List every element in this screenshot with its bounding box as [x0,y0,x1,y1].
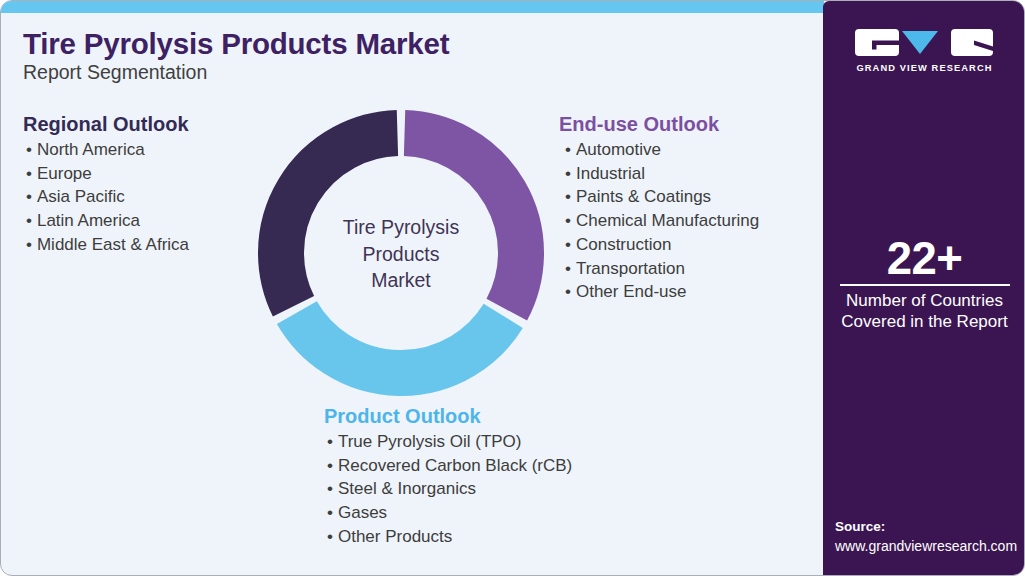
list-item-label: Other End-use [576,282,687,301]
list-item-label: Asia Pacific [37,187,125,206]
end-use-outlook-list: • Automotive • Industrial • Paints & Coatings… [559,138,759,304]
bullet-icon: • [327,527,333,546]
bullet-icon: • [565,187,571,206]
bullet-icon: • [565,235,571,254]
list-item-label: Steel & Inorganics [338,479,476,498]
bullet-icon: • [26,164,32,183]
list-item: • North America [26,138,189,162]
list-item: • Middle East & Africa [26,233,189,257]
list-item: • Other Products [327,525,572,549]
bullet-icon: • [565,140,571,159]
list-item-label: True Pyrolysis Oil (TPO) [338,432,522,451]
list-item: • Chemical Manufacturing [565,209,759,233]
list-item: • Transportation [565,257,759,281]
stat-block: 22+ Number of CountriesCovered in the Re… [823,235,1025,332]
list-item: • Gases [327,501,572,525]
bullet-icon: • [327,503,333,522]
bullet-icon: • [565,164,571,183]
list-item: • Asia Pacific [26,185,189,209]
bullet-icon: • [26,211,32,230]
list-item-label: Middle East & Africa [37,235,189,254]
list-item-label: Industrial [576,164,645,183]
list-item: • Europe [26,162,189,186]
stat-value: 22+ [823,235,1025,282]
list-item-label: North America [37,140,145,159]
brand-name: GRAND VIEW RESEARCH [856,63,992,73]
donut-center-label: Tire PyrolysisProductsMarket [311,214,491,294]
source-block: Source: www.grandviewresearch.com [835,519,1017,554]
list-item-label: Chemical Manufacturing [576,211,759,230]
bullet-icon: • [26,235,32,254]
product-outlook-heading: Product Outlook [324,405,572,428]
list-item: • Automotive [565,138,759,162]
brand-block: GRAND VIEW RESEARCH [823,29,1025,73]
source-label: Source: [835,519,1017,534]
bullet-icon: • [26,140,32,159]
list-item: • Recovered Carbon Black (rCB) [327,454,572,478]
end-use-outlook-section: End-use Outlook • Automotive • Industrial • P… [559,113,759,304]
list-item-label: Latin America [37,211,140,230]
infographic-card: Tire Pyrolysis Products Market Report Se… [0,0,1025,576]
bullet-icon: • [26,187,32,206]
list-item-label: Paints & Coatings [576,187,711,206]
bullet-icon: • [565,259,571,278]
list-item: • Steel & Inorganics [327,477,572,501]
page-title: Tire Pyrolysis Products Market [23,27,449,61]
main-content: Tire Pyrolysis Products Market Report Se… [1,13,824,576]
regional-outlook-section: Regional Outlook • North America • Europe • A… [23,113,189,257]
bullet-icon: • [327,456,333,475]
stat-label: Number of CountriesCovered in the Report [823,290,1025,332]
page-subtitle: Report Segmentation [23,61,207,84]
list-item: • Paints & Coatings [565,185,759,209]
list-item-label: Construction [576,235,671,254]
list-item-label: Europe [37,164,92,183]
list-item-label: Automotive [576,140,661,159]
gvr-logo-icon [855,29,995,57]
bullet-icon: • [327,479,333,498]
list-item-label: Recovered Carbon Black (rCB) [338,456,572,475]
end-use-outlook-heading: End-use Outlook [559,113,759,136]
product-outlook-list: • True Pyrolysis Oil (TPO) • Recovered Carb… [324,430,572,549]
top-accent-bar [1,1,824,13]
list-item-label: Other Products [338,527,452,546]
list-item-label: Transportation [576,259,685,278]
list-item: • Industrial [565,162,759,186]
stat-divider [840,284,1010,286]
sidebar: GRAND VIEW RESEARCH 22+ Number of Countr… [823,1,1025,576]
bullet-icon: • [565,211,571,230]
bullet-icon: • [565,282,571,301]
list-item: • True Pyrolysis Oil (TPO) [327,430,572,454]
regional-outlook-list: • North America • Europe • Asia Pacific • Latin… [23,138,189,257]
source-url: www.grandviewresearch.com [835,538,1017,554]
bullet-icon: • [327,432,333,451]
product-outlook-section: Product Outlook • True Pyrolysis Oil (TPO… [324,405,572,549]
list-item-label: Gases [338,503,387,522]
donut-segment-product-outlook [297,313,503,373]
regional-outlook-heading: Regional Outlook [23,113,189,136]
list-item: • Latin America [26,209,189,233]
list-item: • Other End-use [565,280,759,304]
list-item: • Construction [565,233,759,257]
